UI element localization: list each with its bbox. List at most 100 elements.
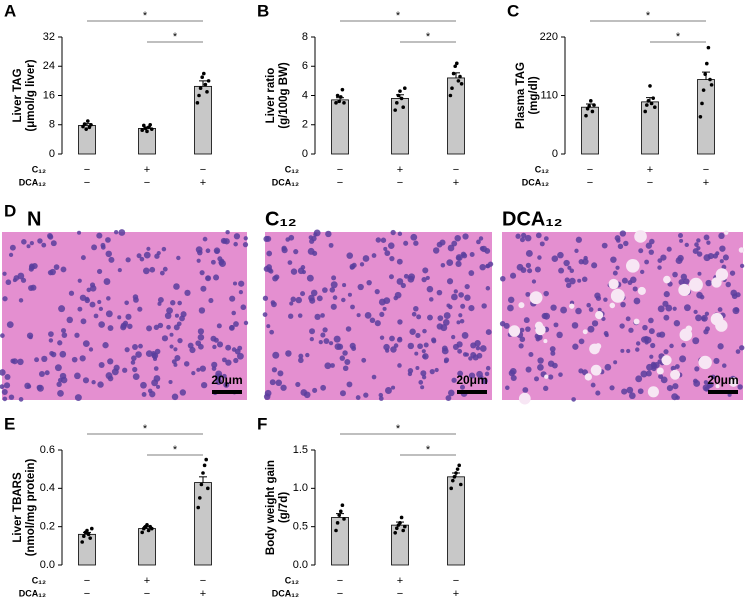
nucleus [628, 392, 636, 400]
data-point [335, 93, 340, 98]
nucleus [464, 352, 469, 357]
nucleus [564, 277, 570, 283]
nucleus [695, 314, 702, 322]
nucleus [481, 303, 487, 309]
nucleus [271, 367, 278, 373]
nucleus [275, 379, 283, 387]
nucleus [266, 264, 272, 270]
significance-label: * [143, 10, 148, 22]
nucleus [645, 370, 652, 377]
nucleus [672, 306, 677, 311]
data-point [334, 101, 338, 105]
nucleus [179, 389, 187, 396]
nucleus [422, 328, 427, 334]
nucleus [396, 258, 403, 265]
nucleus [359, 262, 365, 267]
nucleus [342, 283, 347, 288]
vacuole [535, 324, 546, 336]
nucleus [446, 278, 454, 285]
nucleus [633, 297, 641, 305]
nucleus [739, 263, 745, 269]
nucleus [105, 310, 113, 318]
nucleus [330, 281, 338, 289]
nucleus [621, 388, 628, 395]
nucleus [468, 372, 476, 379]
nucleus [650, 342, 656, 349]
nucleus [485, 365, 491, 371]
nucleus [626, 348, 631, 354]
vacuole [518, 392, 531, 405]
nucleus [79, 355, 86, 362]
y-axis-label: (mg/dl) [528, 76, 540, 114]
nucleus [371, 253, 377, 258]
nucleus [509, 367, 517, 375]
vacuole [670, 369, 681, 380]
nucleus [237, 345, 243, 351]
nucleus [233, 233, 241, 240]
nucleus [233, 321, 239, 327]
nucleus [41, 355, 48, 363]
nucleus [237, 352, 244, 360]
nucleus [287, 260, 293, 265]
nucleus [240, 304, 247, 311]
nucleus [479, 263, 486, 271]
nucleus [124, 300, 129, 306]
data-point [455, 61, 459, 66]
nucleus [263, 393, 271, 400]
nucleus [212, 344, 217, 350]
nucleus [225, 344, 232, 351]
nucleus [464, 294, 471, 301]
treatment-mark: + [397, 164, 403, 176]
nucleus [356, 313, 361, 318]
nucleus [216, 323, 222, 329]
nucleus [451, 293, 458, 301]
nucleus [339, 390, 346, 397]
nucleus [145, 350, 153, 357]
nucleus [323, 338, 330, 344]
nucleus [295, 381, 301, 388]
y-tick-label: 0.6 [40, 444, 55, 456]
nucleus [142, 267, 150, 275]
nucleus [396, 278, 404, 285]
nucleus [196, 258, 201, 263]
nucleus [557, 251, 564, 259]
nucleus [553, 322, 559, 328]
nucleus [91, 380, 96, 385]
nucleus [385, 348, 390, 353]
nucleus [518, 343, 524, 349]
nucleus [666, 385, 674, 392]
nucleus [57, 340, 63, 346]
nucleus [328, 341, 334, 346]
nucleus [312, 387, 318, 393]
nucleus [537, 364, 544, 371]
data-point [340, 503, 345, 508]
nucleus [397, 363, 402, 368]
nucleus [2, 296, 8, 302]
nucleus [428, 297, 434, 302]
nucleus [171, 393, 179, 401]
y-tick-label: 0.0 [40, 559, 55, 571]
nucleus [108, 256, 115, 263]
data-point [199, 482, 204, 487]
data-point [148, 122, 152, 127]
data-point [90, 526, 94, 531]
nucleus [313, 232, 318, 237]
y-axis-label: Body weight gain [265, 460, 277, 555]
data-point [701, 88, 706, 92]
nucleus [2, 271, 7, 276]
nucleus [696, 251, 703, 257]
nucleus [54, 364, 62, 372]
vacuole [711, 277, 722, 288]
nucleus [717, 343, 724, 350]
nucleus [429, 369, 435, 375]
nucleus [146, 325, 153, 332]
nucleus [330, 363, 335, 368]
panel-label: C [507, 1, 519, 20]
nucleus [657, 265, 662, 270]
nucleus [679, 355, 687, 363]
nucleus [423, 342, 429, 348]
nucleus [620, 301, 626, 308]
nucleus [205, 275, 212, 282]
nucleus [189, 346, 196, 354]
treatment-mark: − [337, 575, 343, 587]
